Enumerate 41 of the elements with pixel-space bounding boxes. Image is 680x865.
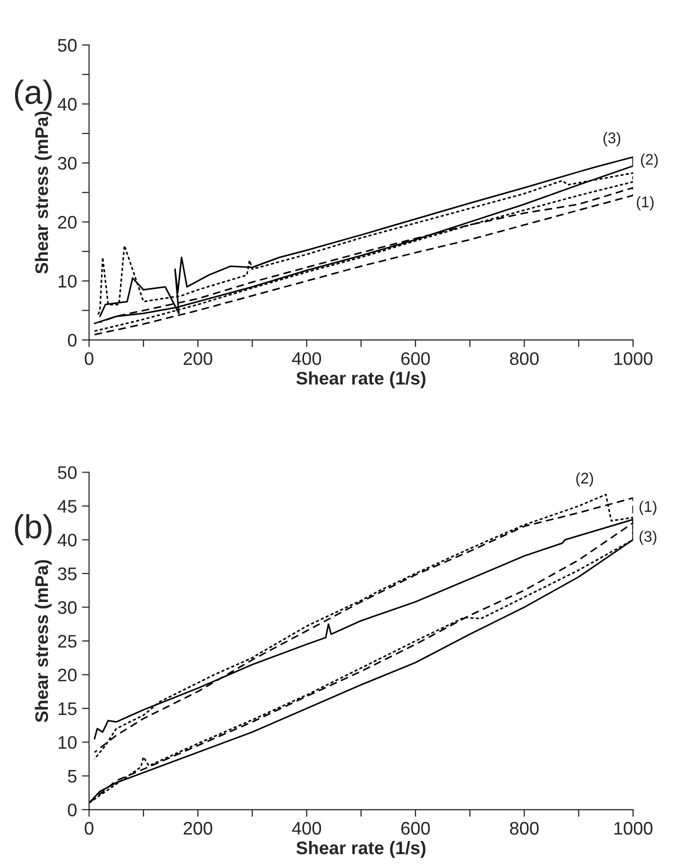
y-tick-label: 35 bbox=[58, 567, 77, 580]
series-label: (1) bbox=[640, 500, 656, 515]
y-axis-title: Shear stress (mPa) bbox=[34, 560, 52, 722]
x-tick-label: 1000 bbox=[614, 822, 652, 835]
y-tick-label: 15 bbox=[58, 702, 77, 716]
x-tick-label: 600 bbox=[401, 352, 430, 366]
y-tick-label: 30 bbox=[58, 601, 77, 614]
y-tick-label: 40 bbox=[58, 534, 77, 546]
y-tick-label: 50 bbox=[58, 466, 77, 480]
x-tick-label: 400 bbox=[292, 352, 322, 366]
text: (a) bbox=[14, 80, 52, 111]
x-tick-label: 200 bbox=[184, 822, 212, 835]
y-tick-label: 25 bbox=[58, 634, 77, 648]
x-tick-label: 0 bbox=[84, 352, 94, 366]
y-tick-label: 40 bbox=[58, 98, 77, 111]
text: (b) bbox=[14, 514, 52, 546]
x-tick-label: 1000 bbox=[614, 352, 652, 366]
series-label: (2) bbox=[576, 472, 594, 487]
x-tick-label: 600 bbox=[401, 822, 430, 835]
y-tick-label: 10 bbox=[58, 274, 77, 288]
y-tick-label: 20 bbox=[58, 668, 77, 682]
y-tick-label: 0 bbox=[68, 334, 77, 347]
y-tick-label: 50 bbox=[58, 38, 77, 52]
y-tick-label: 30 bbox=[58, 156, 77, 170]
x-axis-title: Shear rate (1/s) bbox=[296, 371, 426, 388]
y-tick-label: 20 bbox=[58, 216, 77, 229]
series-label: (2) bbox=[640, 154, 658, 168]
x-axis-title: Shear rate (1/s) bbox=[296, 841, 426, 858]
x-tick-label: 800 bbox=[510, 822, 539, 835]
series-label: (3) bbox=[603, 132, 620, 146]
series-label: (1) bbox=[636, 196, 654, 210]
y-tick-label: 0 bbox=[68, 804, 77, 816]
y-tick-label: 45 bbox=[58, 500, 77, 513]
x-tick-label: 0 bbox=[84, 822, 94, 835]
x-tick-label: 400 bbox=[292, 822, 322, 835]
series-label: (3) bbox=[640, 530, 656, 545]
y-tick-label: 10 bbox=[58, 736, 77, 749]
y-tick-label: 5 bbox=[68, 770, 77, 783]
x-tick-label: 200 bbox=[184, 352, 212, 366]
y-axis-title: Shear stress (mPa) bbox=[34, 112, 52, 274]
x-tick-label: 800 bbox=[510, 352, 539, 366]
